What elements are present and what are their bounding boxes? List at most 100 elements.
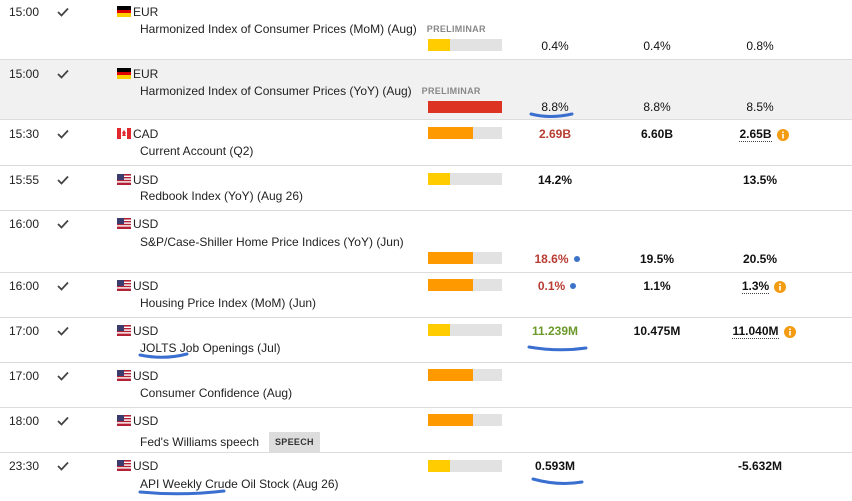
revised-icon: [774, 280, 787, 293]
check-icon: [57, 461, 69, 471]
note-dot: [570, 283, 577, 289]
event-row: [0, 120, 852, 166]
previous: 13.5%: [742, 173, 778, 187]
previous-value: 0.8%: [705, 39, 815, 53]
impact-fill: [428, 127, 473, 139]
forecast-value: 0.4%: [602, 39, 712, 53]
event-name: Harmonized Index of Consumer Prices (YoY…: [140, 84, 481, 98]
previous-value: 1.3%: [709, 279, 819, 294]
forecast-value: 8.8%: [602, 100, 712, 114]
event-title: Housing Price Index (MoM) (Jun): [140, 296, 317, 310]
event-time: 18:00: [9, 414, 40, 428]
forecast: 6.60B: [640, 127, 674, 141]
event-name: Redbook Index (YoY) (Aug 26): [140, 189, 303, 203]
currency-flag: [117, 68, 131, 79]
actual-value: 2.69B: [500, 127, 610, 141]
forecast: 0.4%: [643, 39, 671, 53]
currency-flag: [117, 6, 131, 17]
event-title: S&P/Case-Shiller Home Price Indices (YoY…: [140, 235, 404, 249]
check-icon: [57, 175, 69, 185]
event-time: 16:00: [9, 217, 40, 231]
previous: -5.632M: [737, 459, 783, 473]
currency-flag: [117, 460, 131, 471]
check-icon: [57, 281, 69, 291]
currency: CAD: [133, 127, 159, 141]
currency: USD: [133, 173, 159, 187]
previous-value: -5.632M: [705, 459, 815, 473]
actual: 11.239M: [531, 324, 579, 338]
currency-flag: [117, 325, 131, 336]
currency: USD: [133, 279, 159, 293]
event-title: API Weekly Crude Oil Stock (Aug 26): [140, 477, 339, 491]
event-row: [0, 211, 852, 273]
check-icon: [57, 416, 69, 426]
impact-fill: [428, 324, 450, 336]
impact-fill: [428, 101, 502, 113]
forecast: 8.8%: [643, 100, 671, 114]
impact-fill: [428, 173, 450, 185]
note-dot: [573, 256, 580, 262]
previous: 11.040M: [732, 324, 779, 339]
previous-value: 2.65B: [709, 127, 819, 142]
currency: EUR: [133, 5, 159, 19]
previous: 2.65B: [739, 127, 772, 142]
event-title: Current Account (Q2): [140, 144, 254, 158]
previous-value: 13.5%: [705, 173, 815, 187]
actual-value: 0.593M: [500, 459, 610, 473]
currency-flag: [117, 218, 131, 229]
event-name: API Weekly Crude Oil Stock (Aug 26): [140, 477, 339, 491]
actual-value: 0.1%: [502, 279, 612, 293]
forecast: 1.1%: [643, 279, 671, 293]
actual: 0.593M: [534, 459, 576, 473]
event-row: [0, 0, 852, 60]
actual: 14.2%: [537, 173, 573, 187]
forecast-value: 19.5%: [602, 252, 712, 266]
forecast: 10.475M: [633, 324, 681, 338]
check-icon: [57, 326, 69, 336]
check-icon: [57, 371, 69, 381]
event-name: Housing Price Index (MoM) (Jun): [140, 296, 316, 310]
event-time: 23:30: [9, 459, 40, 473]
event-name: S&P/Case-Shiller Home Price Indices (YoY…: [140, 235, 404, 249]
actual-value: 0.4%: [500, 39, 610, 53]
actual: 2.69B: [538, 127, 572, 141]
event-title: Fed's Williams speech: [140, 435, 259, 449]
forecast: 19.5%: [639, 252, 675, 266]
revised-icon: [783, 325, 796, 338]
impact-fill: [428, 414, 473, 426]
actual: 0.1%: [537, 279, 566, 293]
forecast-value: 10.475M: [602, 324, 712, 338]
event-row: [0, 408, 852, 453]
event-time: 17:00: [9, 324, 40, 338]
previous-value: 20.5%: [705, 252, 815, 266]
check-icon: [57, 7, 69, 17]
event-name: Harmonized Index of Consumer Prices (MoM…: [140, 22, 486, 36]
impact-fill: [428, 369, 473, 381]
revised-icon: [776, 128, 789, 141]
actual-value: 14.2%: [500, 173, 610, 187]
event-name: Fed's Williams speech SPEECH: [140, 432, 320, 452]
event-title: JOLTS Job Openings (Jul): [140, 341, 281, 355]
check-icon: [57, 69, 69, 79]
actual-value: 11.239M: [500, 324, 610, 338]
previous-value: 11.040M: [709, 324, 819, 339]
currency-flag: [117, 174, 131, 185]
currency: USD: [133, 459, 159, 473]
event-tag: PRELIMINAR: [426, 24, 486, 34]
forecast-value: 6.60B: [602, 127, 712, 141]
event-row: [0, 318, 852, 363]
actual: 8.8%: [541, 100, 569, 114]
previous: 1.3%: [741, 279, 770, 294]
currency-flag: [117, 128, 131, 139]
event-name: Consumer Confidence (Aug): [140, 386, 292, 400]
event-title: Redbook Index (YoY) (Aug 26): [140, 189, 303, 203]
currency: USD: [133, 369, 159, 383]
currency: USD: [133, 414, 159, 428]
actual-value: 8.8%: [500, 100, 610, 114]
actual: 18.6%: [534, 252, 569, 266]
event-time: 15:00: [9, 5, 40, 19]
currency: USD: [133, 217, 159, 231]
event-name: JOLTS Job Openings (Jul): [140, 341, 281, 355]
event-time: 17:00: [9, 369, 40, 383]
